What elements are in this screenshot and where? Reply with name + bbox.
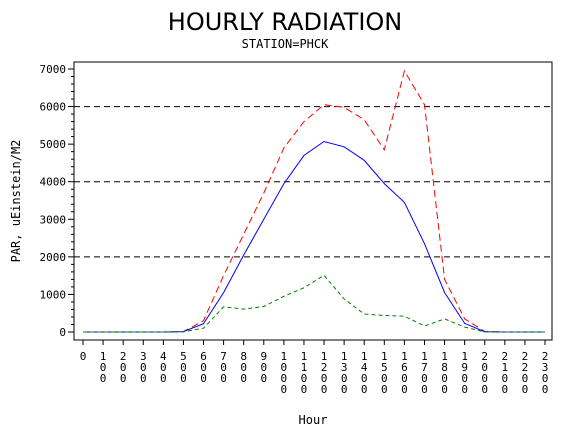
chart-title: HOURLY RADIATION (168, 8, 402, 36)
x-tick-label: 0 (80, 350, 87, 363)
reference-lines (74, 106, 552, 258)
y-tick-label: 5000 (40, 138, 67, 151)
x-axis: 0 1 0 0 2 0 0 3 0 0 4 0 0 5 0 0 6 0 0 7 0 0 8 0 0 9 0 0 1 0 0 0 1 1 0 0 1 2 0 0… (80, 340, 549, 396)
y-axis: 0 1000 2000 3000 4000 5000 6000 7000 (40, 63, 74, 339)
y-tick-label: 4000 (40, 176, 67, 189)
series-line-1 (83, 69, 545, 333)
y-tick-label: 7000 (40, 63, 67, 76)
y-tick-label: 2000 (40, 251, 67, 264)
y-tick-label: 0 (59, 326, 66, 339)
chart-subtitle: STATION=PHCK (242, 37, 329, 51)
y-tick-label: 6000 (40, 101, 67, 114)
series-line-3 (83, 274, 545, 333)
y-tick-label: 3000 (40, 213, 67, 226)
plot-frame (73, 61, 553, 341)
series-line-2 (83, 140, 545, 333)
series-layer (83, 69, 545, 333)
y-tick-label: 1000 (40, 288, 67, 301)
y-axis-label: PAR, uEinstein/M2 (9, 140, 23, 263)
x-axis-label: Hour (299, 413, 328, 427)
